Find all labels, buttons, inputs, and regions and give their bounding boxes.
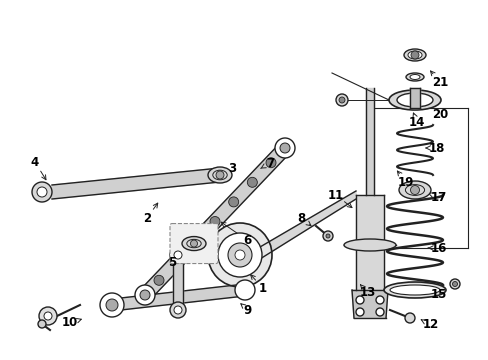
- Circle shape: [39, 307, 57, 325]
- Circle shape: [235, 250, 244, 260]
- Circle shape: [375, 308, 383, 316]
- Ellipse shape: [409, 75, 419, 80]
- Circle shape: [172, 256, 183, 266]
- Text: 4: 4: [31, 156, 39, 168]
- Text: 19: 19: [397, 176, 413, 189]
- Circle shape: [106, 299, 118, 311]
- Circle shape: [100, 293, 124, 317]
- Text: 14: 14: [408, 116, 425, 129]
- FancyBboxPatch shape: [170, 224, 218, 264]
- Circle shape: [207, 223, 271, 287]
- Circle shape: [227, 243, 251, 267]
- Polygon shape: [409, 88, 419, 108]
- Polygon shape: [52, 168, 220, 199]
- Circle shape: [325, 234, 329, 238]
- Polygon shape: [355, 195, 383, 290]
- Ellipse shape: [212, 170, 227, 180]
- Circle shape: [404, 313, 414, 323]
- Ellipse shape: [182, 237, 205, 251]
- Ellipse shape: [407, 51, 421, 59]
- Ellipse shape: [388, 90, 440, 110]
- Text: 16: 16: [430, 242, 446, 255]
- Ellipse shape: [405, 73, 423, 81]
- Text: 2: 2: [142, 212, 151, 225]
- Circle shape: [280, 143, 289, 153]
- Text: 8: 8: [296, 212, 305, 225]
- Text: 17: 17: [430, 190, 446, 203]
- Text: 6: 6: [243, 234, 251, 247]
- Circle shape: [335, 94, 347, 106]
- Text: 12: 12: [422, 319, 438, 332]
- Text: 1: 1: [259, 282, 266, 294]
- Ellipse shape: [207, 167, 231, 183]
- Ellipse shape: [405, 185, 424, 195]
- Text: 15: 15: [430, 288, 446, 301]
- Circle shape: [355, 296, 363, 304]
- Polygon shape: [260, 191, 355, 259]
- Circle shape: [247, 177, 257, 187]
- Circle shape: [274, 138, 294, 158]
- Circle shape: [170, 247, 185, 263]
- Circle shape: [451, 282, 457, 287]
- Circle shape: [44, 312, 52, 320]
- Text: 5: 5: [167, 256, 176, 270]
- Circle shape: [265, 158, 275, 168]
- Circle shape: [409, 185, 419, 194]
- Polygon shape: [365, 88, 373, 195]
- Ellipse shape: [343, 239, 395, 251]
- Text: 9: 9: [244, 303, 252, 316]
- Text: 11: 11: [327, 189, 344, 202]
- Circle shape: [228, 197, 238, 207]
- Circle shape: [174, 306, 182, 314]
- Circle shape: [449, 279, 459, 289]
- Circle shape: [191, 236, 201, 246]
- Polygon shape: [140, 143, 289, 300]
- Circle shape: [170, 302, 185, 318]
- Circle shape: [190, 240, 197, 247]
- Text: 20: 20: [431, 108, 447, 121]
- Circle shape: [209, 216, 220, 226]
- Ellipse shape: [398, 181, 430, 199]
- Circle shape: [32, 182, 52, 202]
- Polygon shape: [173, 255, 183, 310]
- Ellipse shape: [403, 49, 425, 61]
- Text: 18: 18: [428, 141, 444, 154]
- Text: 3: 3: [227, 162, 236, 175]
- Circle shape: [375, 296, 383, 304]
- Text: 13: 13: [359, 287, 375, 300]
- Ellipse shape: [389, 285, 439, 295]
- Circle shape: [323, 231, 332, 241]
- Circle shape: [135, 285, 155, 305]
- Circle shape: [410, 51, 418, 59]
- Circle shape: [140, 290, 150, 300]
- Circle shape: [216, 171, 224, 179]
- Circle shape: [355, 308, 363, 316]
- Circle shape: [218, 233, 262, 277]
- Polygon shape: [351, 290, 387, 318]
- Circle shape: [37, 187, 47, 197]
- Circle shape: [38, 320, 46, 328]
- Circle shape: [338, 97, 345, 103]
- Text: 7: 7: [265, 157, 273, 170]
- Circle shape: [235, 280, 254, 300]
- Ellipse shape: [383, 282, 445, 298]
- Ellipse shape: [186, 239, 201, 248]
- Circle shape: [174, 251, 182, 259]
- Ellipse shape: [396, 93, 432, 107]
- Text: 21: 21: [431, 76, 447, 89]
- Polygon shape: [112, 284, 244, 311]
- Circle shape: [154, 275, 163, 285]
- Text: 10: 10: [62, 316, 78, 329]
